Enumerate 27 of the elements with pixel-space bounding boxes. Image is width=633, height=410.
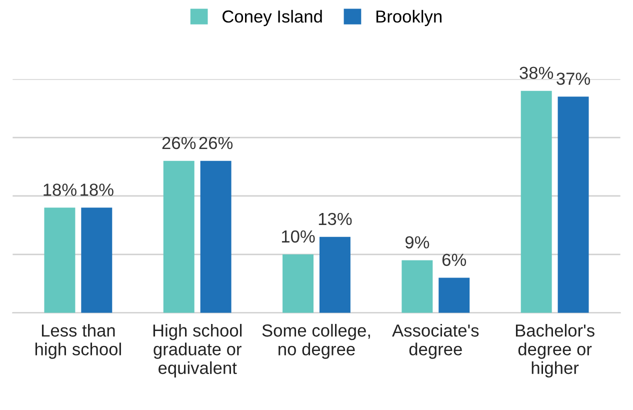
x-tick-label: Bachelor's degree or higher (516, 324, 594, 378)
bar (200, 160, 232, 313)
x-tick-label: High school graduate or equivalent (153, 324, 242, 378)
data-label: 38% (520, 66, 554, 80)
data-label: 26% (199, 136, 233, 150)
data-label: 13% (318, 212, 352, 226)
x-tick-label: Associate's degree (392, 324, 479, 359)
data-label: 26% (162, 136, 196, 150)
bar (81, 208, 112, 313)
legend-label: Coney Island (222, 10, 322, 26)
bar (282, 254, 314, 313)
bar (319, 236, 350, 313)
data-label: 37% (556, 72, 590, 85)
bar (402, 260, 433, 313)
bar (520, 90, 552, 313)
data-label: 9% (405, 236, 430, 248)
data-label: 6% (442, 254, 466, 266)
bar (438, 278, 470, 313)
data-label: 18% (80, 184, 114, 196)
data-label: 18% (44, 184, 76, 196)
data-label: 10% (282, 230, 315, 243)
x-tick-label: Some college, no degree (262, 324, 370, 359)
x-tick-label: Less than high school (35, 324, 121, 359)
bar (558, 96, 589, 313)
legend-label: Brooklyn (376, 10, 442, 26)
bar (44, 208, 76, 313)
bar (163, 160, 194, 313)
